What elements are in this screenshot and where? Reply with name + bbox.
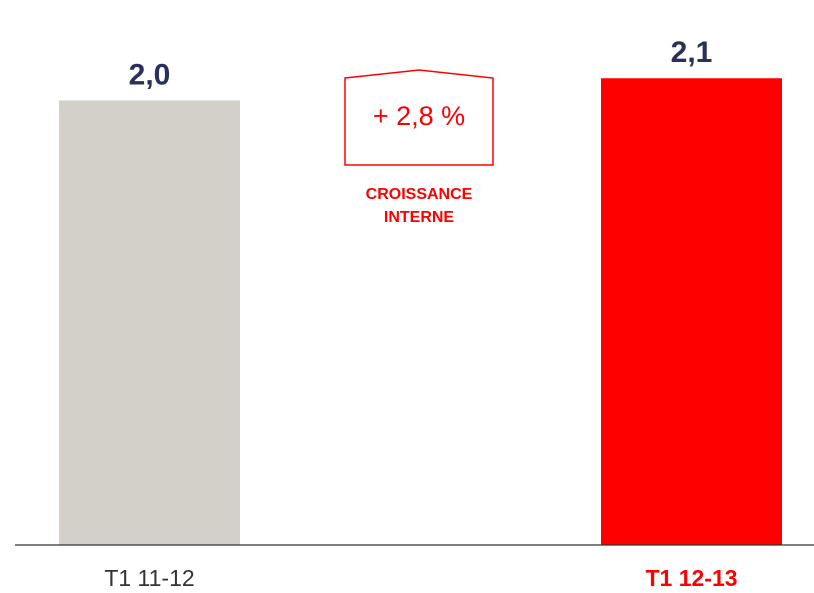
x-tick-label: T1 12-13 [645,565,737,591]
value-label: 2,0 [129,58,171,91]
bar [601,78,782,546]
value-label: 2,1 [671,36,713,69]
annotation: CROISSANCE [366,186,473,203]
annotation: INTERNE [384,209,455,226]
x-tick-label: T1 11-12 [104,565,194,591]
bar [59,100,240,546]
annotation-box [344,69,494,166]
annotation: + 2,8 % [373,101,465,131]
